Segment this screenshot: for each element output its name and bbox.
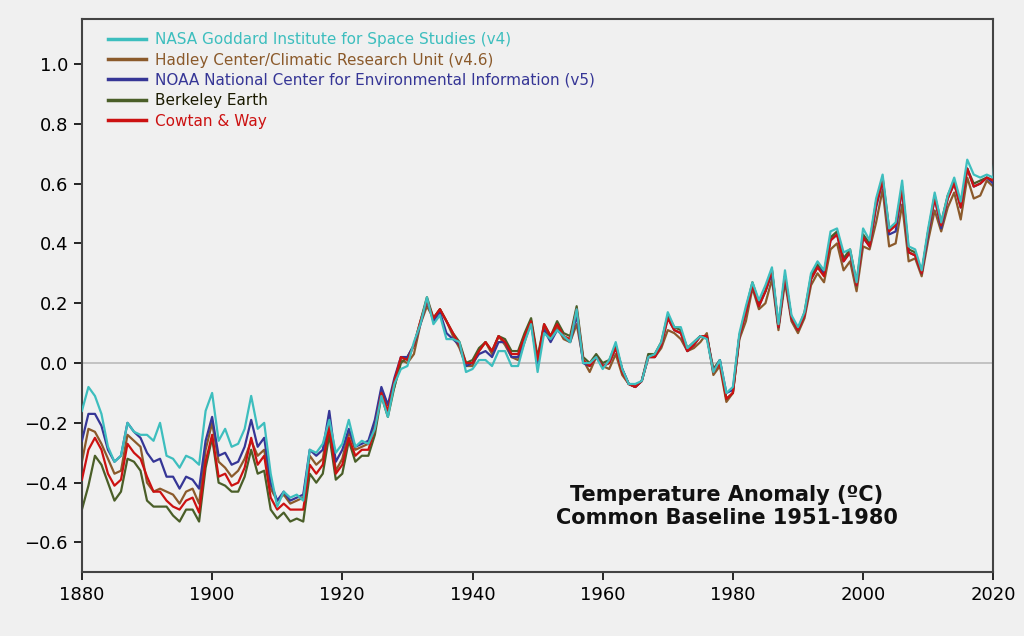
Legend: NASA Goddard Institute for Space Studies (v4), Hadley Center/Climatic Research U: NASA Goddard Institute for Space Studies…: [108, 32, 595, 128]
Text: Temperature Anomaly (ºC)
Common Baseline 1951-1980: Temperature Anomaly (ºC) Common Baseline…: [556, 485, 898, 528]
